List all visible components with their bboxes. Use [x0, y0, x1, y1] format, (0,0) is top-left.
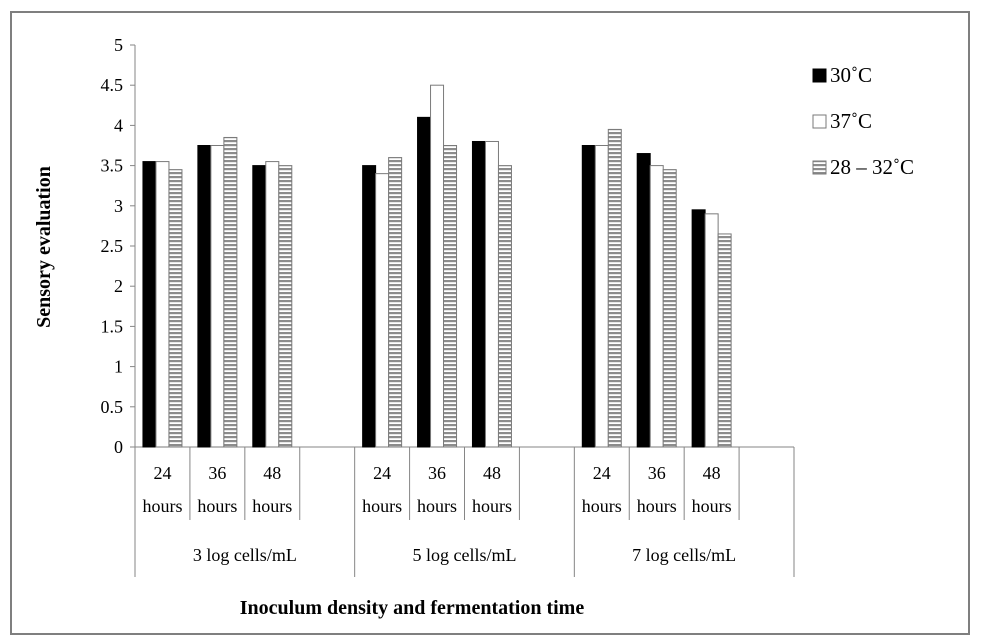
category-label: 36 [208, 463, 226, 483]
category-label: hours [362, 496, 402, 516]
bar-37c [430, 84, 445, 448]
y-tick-label: 1.5 [101, 316, 124, 336]
bar-37c [594, 145, 609, 448]
category-label: hours [252, 496, 292, 516]
group-label: 5 log cells/mL [413, 545, 517, 565]
bar-37c [210, 145, 225, 448]
category-label: hours [142, 496, 182, 516]
category-label: 24 [373, 463, 391, 483]
labels: 0 0.5 1 1.5 2 2.5 3 3.5 4 4.5 5 3 log cells/mL 24 hou… [33, 35, 736, 619]
y-tick-label: 3 [114, 196, 123, 216]
bar-2832c [443, 145, 458, 448]
category-label: hours [637, 496, 677, 516]
y-tick-label: 4 [114, 115, 123, 135]
bar-2832c [717, 233, 732, 448]
category-label: hours [197, 496, 237, 516]
bar-30c [197, 145, 212, 448]
axes [130, 44, 795, 577]
category-label: 48 [263, 463, 281, 483]
bar-2832c [388, 157, 403, 448]
y-tick-label: 5 [114, 35, 123, 55]
legend-swatch [812, 160, 827, 175]
bar-37c [155, 161, 170, 448]
category-label: 24 [153, 463, 171, 483]
bar-2832c [662, 169, 677, 448]
y-tick-label: 1 [114, 357, 123, 377]
category-label: hours [692, 496, 732, 516]
bar-37c [649, 165, 664, 448]
bar-30c [636, 153, 651, 448]
y-tick-label: 0 [114, 437, 123, 457]
y-tick-label: 3.5 [101, 156, 124, 176]
y-tick-label: 2.5 [101, 236, 124, 256]
bar-30c [362, 165, 377, 448]
y-tick-label: 2 [114, 276, 123, 296]
bar-30c [691, 209, 706, 448]
y-tick-label: 0.5 [101, 397, 124, 417]
bar-30c [252, 165, 267, 448]
bar-2832c [168, 169, 183, 448]
category-label: 36 [648, 463, 666, 483]
y-tick-label: 4.5 [101, 75, 124, 95]
legend-swatch [812, 114, 827, 129]
legend-label: 30˚C [830, 63, 872, 87]
category-label: hours [417, 496, 457, 516]
legend: 30˚C 37˚C 28 – 32˚C [812, 63, 914, 179]
legend-label: 28 – 32˚C [830, 155, 914, 179]
legend-swatch [812, 68, 827, 83]
bar-2832c [278, 165, 293, 448]
bar-37c [375, 173, 390, 448]
bar-37c [704, 213, 719, 448]
y-axis-title: Sensory evaluation [33, 166, 55, 328]
group-label: 7 log cells/mL [632, 545, 736, 565]
bar-30c [471, 140, 486, 448]
bar-37c [484, 140, 499, 448]
category-label: hours [472, 496, 512, 516]
bars [142, 84, 732, 448]
category-label: hours [582, 496, 622, 516]
category-label: 48 [483, 463, 501, 483]
bar-30c [142, 161, 157, 448]
bar-2832c [497, 165, 512, 448]
bar-2832c [607, 128, 622, 448]
bar-37c [265, 161, 280, 448]
bar-30c [417, 116, 432, 448]
legend-label: 37˚C [830, 109, 872, 133]
category-label: 36 [428, 463, 446, 483]
group-label: 3 log cells/mL [193, 545, 297, 565]
bar-2832c [223, 136, 238, 448]
x-axis-title: Inoculum density and fermentation time [240, 597, 585, 619]
bar-30c [581, 145, 596, 448]
category-label: 48 [703, 463, 721, 483]
category-label: 24 [593, 463, 611, 483]
